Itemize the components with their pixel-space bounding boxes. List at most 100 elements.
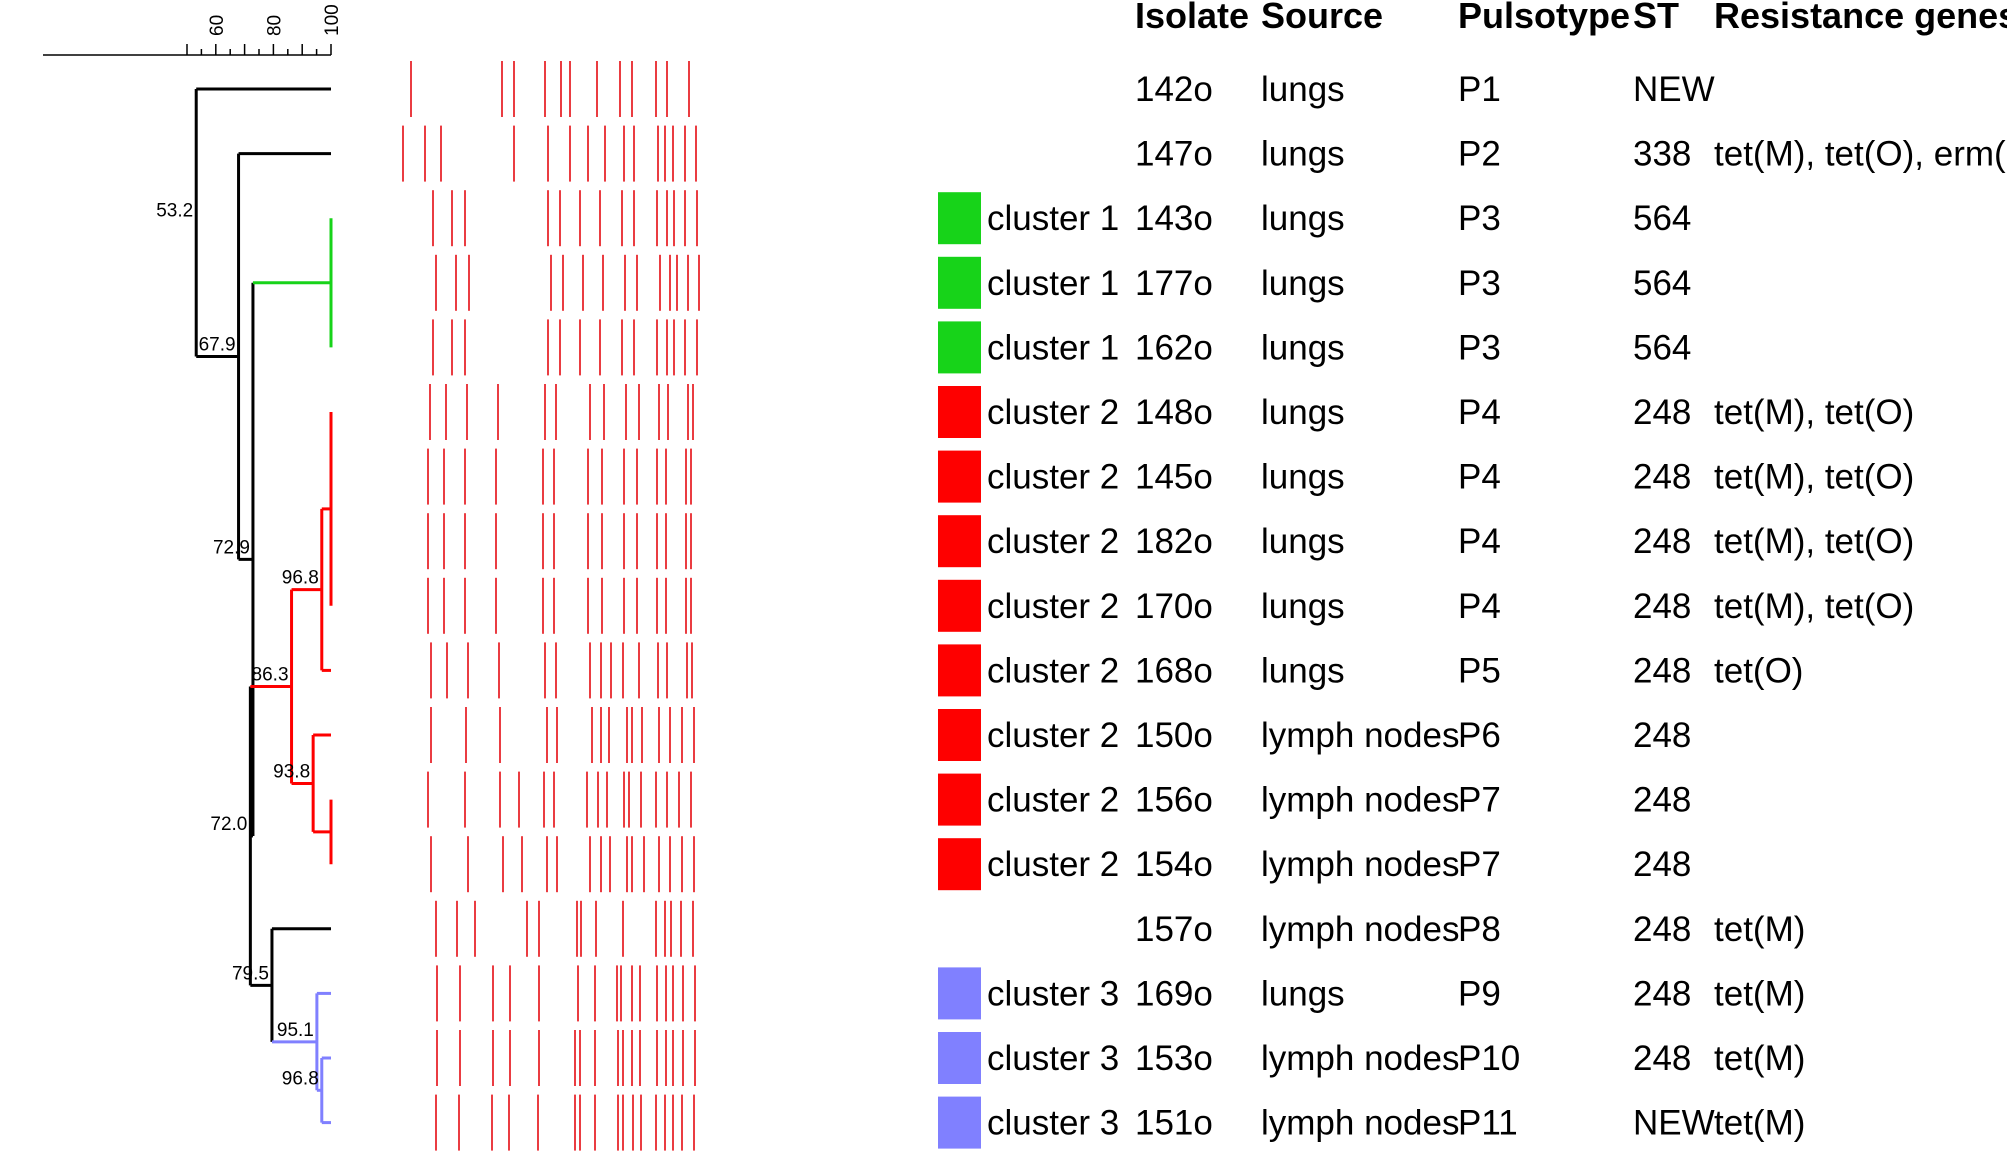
scale-tick-label: 100 bbox=[322, 4, 343, 36]
cell-source: lungs bbox=[1261, 393, 1345, 432]
cell-source: lungs bbox=[1261, 328, 1345, 367]
similarity-scale: 60 80 100 bbox=[43, 4, 343, 56]
cell-isolate: 170o bbox=[1135, 587, 1213, 626]
node-similarity-label: 93.8 bbox=[273, 761, 310, 782]
cell-pulsotype: P5 bbox=[1458, 651, 1501, 690]
cell-st: 248 bbox=[1633, 458, 1691, 497]
cell-isolate: 168o bbox=[1135, 651, 1213, 690]
table-row: 170o lungs P4 248 tet(M), tet(O) bbox=[1135, 587, 1914, 626]
cell-source: lungs bbox=[1261, 458, 1345, 497]
table-rows: 142o lungs P1 NEW 147o lungs P2 338 tet(M), tet(… bbox=[1135, 70, 2007, 1143]
cell-source: lymph nodes bbox=[1261, 1039, 1459, 1078]
cluster-label: cluster 1 bbox=[987, 264, 1119, 303]
cell-st: 248 bbox=[1633, 974, 1691, 1013]
cell-pulsotype: P3 bbox=[1458, 199, 1501, 238]
cell-st: 338 bbox=[1633, 135, 1691, 174]
cell-pulsotype: P6 bbox=[1458, 716, 1501, 755]
table-row: 169o lungs P9 248 tet(M) bbox=[1135, 974, 1805, 1013]
cell-isolate: 148o bbox=[1135, 393, 1213, 432]
cluster-label: cluster 2 bbox=[987, 458, 1119, 497]
cell-genes: tet(M) bbox=[1714, 1104, 1805, 1143]
dendrogram-tree bbox=[194, 87, 333, 1125]
cluster-color-swatch bbox=[938, 1096, 981, 1149]
cell-st: 248 bbox=[1633, 587, 1691, 626]
table-row: 162o lungs P3 564 bbox=[1135, 328, 1691, 367]
cell-source: lymph nodes bbox=[1261, 845, 1459, 884]
cell-source: lungs bbox=[1261, 587, 1345, 626]
cell-source: lungs bbox=[1261, 522, 1345, 561]
header-source: Source bbox=[1261, 0, 1383, 36]
cell-pulsotype: P3 bbox=[1458, 264, 1501, 303]
node-similarity-label: 67.9 bbox=[199, 334, 236, 355]
cell-pulsotype: P9 bbox=[1458, 974, 1501, 1013]
cluster-markers: cluster 1 cluster 1 cluster 1 cluster 2 clus… bbox=[938, 192, 1119, 1149]
cell-st: 564 bbox=[1633, 328, 1691, 367]
table-row: 182o lungs P4 248 tet(M), tet(O) bbox=[1135, 522, 1914, 561]
table-row: 177o lungs P3 564 bbox=[1135, 264, 1691, 303]
cluster-label: cluster 1 bbox=[987, 199, 1119, 238]
cluster-label: cluster 2 bbox=[987, 651, 1119, 690]
cell-genes: tet(M) bbox=[1714, 974, 1805, 1013]
cluster-color-swatch bbox=[938, 709, 981, 761]
cell-pulsotype: P4 bbox=[1458, 458, 1501, 497]
cell-genes: tet(O) bbox=[1714, 651, 1803, 690]
node-similarity-label: 53.2 bbox=[156, 201, 193, 222]
cell-st: 248 bbox=[1633, 845, 1691, 884]
cell-st: NEW bbox=[1633, 1104, 1715, 1143]
cell-source: lymph nodes bbox=[1261, 716, 1459, 755]
cell-pulsotype: P3 bbox=[1458, 328, 1501, 367]
cluster-label: cluster 1 bbox=[987, 328, 1119, 367]
cell-genes: tet(M), tet(O) bbox=[1714, 458, 1914, 497]
cell-pulsotype: P8 bbox=[1458, 910, 1501, 949]
header-st: ST bbox=[1633, 0, 1679, 36]
node-similarity-label: 86.3 bbox=[252, 665, 289, 686]
cluster-color-swatch bbox=[938, 192, 981, 245]
table-header: Isolate Source Pulsotype ST Resistance g… bbox=[1135, 0, 2007, 36]
cell-pulsotype: P1 bbox=[1458, 70, 1501, 109]
cell-isolate: 154o bbox=[1135, 845, 1213, 884]
table-row: 148o lungs P4 248 tet(M), tet(O) bbox=[1135, 393, 1914, 432]
cell-source: lungs bbox=[1261, 135, 1345, 174]
cell-st: 248 bbox=[1633, 522, 1691, 561]
cell-st: 248 bbox=[1633, 910, 1691, 949]
cell-pulsotype: P10 bbox=[1458, 1039, 1520, 1078]
cluster-label: cluster 2 bbox=[987, 781, 1119, 820]
cell-isolate: 157o bbox=[1135, 910, 1213, 949]
cluster-color-swatch bbox=[938, 579, 981, 632]
cell-st: 248 bbox=[1633, 716, 1691, 755]
cluster-color-swatch bbox=[938, 1032, 981, 1084]
cell-source: lungs bbox=[1261, 651, 1345, 690]
cluster-color-swatch bbox=[938, 644, 981, 697]
cell-isolate: 156o bbox=[1135, 781, 1213, 820]
cell-genes: tet(M) bbox=[1714, 910, 1805, 949]
cell-pulsotype: P2 bbox=[1458, 135, 1501, 174]
cell-source: lymph nodes bbox=[1261, 910, 1459, 949]
cell-isolate: 182o bbox=[1135, 522, 1213, 561]
pfge-band-patterns bbox=[402, 61, 700, 1151]
cell-st: 248 bbox=[1633, 1039, 1691, 1078]
cell-st: 564 bbox=[1633, 264, 1691, 303]
cluster-label: cluster 3 bbox=[987, 1039, 1119, 1078]
cell-source: lungs bbox=[1261, 264, 1345, 303]
cluster-label: cluster 2 bbox=[987, 845, 1119, 884]
scale-tick-label: 80 bbox=[264, 15, 285, 36]
cell-pulsotype: P4 bbox=[1458, 393, 1501, 432]
cluster-color-swatch bbox=[938, 967, 981, 1020]
cell-genes: tet(M) bbox=[1714, 1039, 1805, 1078]
cell-genes: tet(M), tet(O) bbox=[1714, 393, 1914, 432]
cluster-color-swatch bbox=[938, 838, 981, 891]
node-similarity-label: 95.1 bbox=[277, 1020, 314, 1041]
cluster-color-swatch bbox=[938, 773, 981, 826]
node-similarity-label: 96.8 bbox=[282, 1068, 319, 1089]
node-similarity-label: 72.9 bbox=[213, 537, 250, 558]
cluster-label: cluster 2 bbox=[987, 393, 1119, 432]
cluster-color-swatch bbox=[938, 450, 981, 503]
cell-genes: tet(M), tet(O), erm(B) bbox=[1714, 135, 2007, 174]
cell-source: lungs bbox=[1261, 974, 1345, 1013]
cell-isolate: 150o bbox=[1135, 716, 1213, 755]
cluster-color-swatch bbox=[938, 256, 981, 309]
cell-source: lungs bbox=[1261, 70, 1345, 109]
